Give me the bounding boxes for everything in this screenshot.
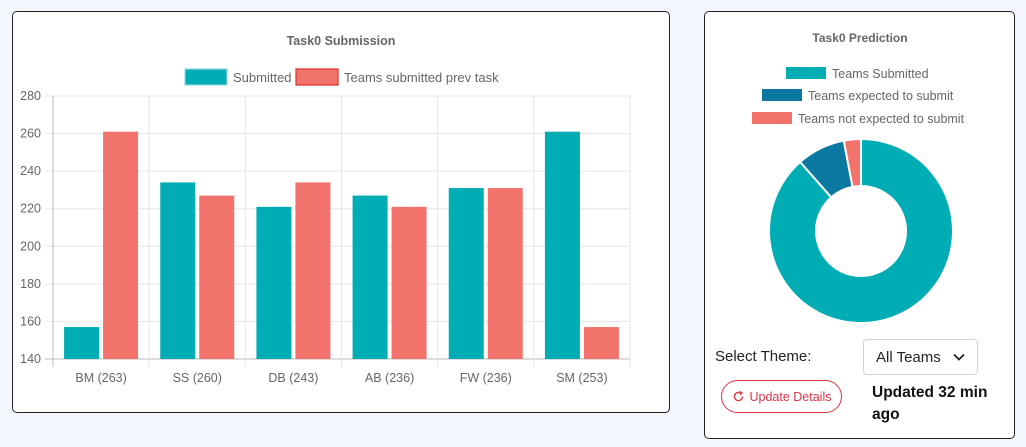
y-tick-label: 240 <box>20 164 41 178</box>
pie-legend-label-3: Teams not expected to submit <box>798 112 965 126</box>
pie-legend-label-1: Teams Submitted <box>832 67 929 81</box>
y-tick-label: 160 <box>20 314 41 328</box>
bar-submitted-3 <box>256 206 292 359</box>
pie-legend-swatch-2 <box>762 89 802 101</box>
x-tick-label: AB (236) <box>365 371 414 385</box>
x-tick-label: SS (260) <box>173 371 222 385</box>
select-theme-label: Select Theme: <box>715 348 812 365</box>
prediction-title: Task0 Prediction <box>812 31 907 45</box>
y-tick-label: 180 <box>20 277 41 291</box>
pie-legend-swatch-3 <box>752 112 792 124</box>
bar-prev-1 <box>103 131 139 359</box>
submission-chart: Task0 Submission Submitted Teams submitted… <box>20 34 631 385</box>
prediction-card: Task0 Prediction Teams Submitted Teams exp… <box>704 11 1015 439</box>
update-details-button[interactable]: Update Details <box>721 380 842 413</box>
legend-swatch-1 <box>184 68 228 86</box>
pie-slice-3 <box>842 137 862 188</box>
updated-status: Updated 32 min ago <box>872 384 988 423</box>
y-tick-label: 280 <box>20 89 41 103</box>
pie-slice-1 <box>768 137 954 324</box>
bar-submitted-5 <box>448 188 484 359</box>
x-tick-label: BM (263) <box>75 371 126 385</box>
legend-swatch-2 <box>295 68 339 86</box>
y-tick-label: 220 <box>20 202 41 216</box>
y-tick-label: 140 <box>20 352 41 366</box>
bar-submitted-2 <box>160 182 196 359</box>
y-tick-label: 200 <box>20 239 41 253</box>
chart-title: Task0 Submission <box>287 34 396 48</box>
chevron-down-icon <box>953 353 965 361</box>
bar-prev-2 <box>199 195 235 359</box>
refresh-icon <box>733 390 743 402</box>
pie-legend-label-2: Teams expected to submit <box>808 89 954 103</box>
y-tick-label: 260 <box>20 127 41 141</box>
bar-submitted-4 <box>352 195 388 359</box>
update-details-label: Update Details <box>749 389 832 404</box>
legend-label-2: Teams submitted prev task <box>344 70 499 85</box>
submission-card: Task0 Submission Submitted Teams submitted… <box>12 11 670 413</box>
bar-prev-3 <box>295 182 331 359</box>
bar-prev-4 <box>391 206 427 359</box>
x-tick-label: SM (253) <box>556 371 607 385</box>
x-tick-label: DB (243) <box>268 371 318 385</box>
legend-label-1: Submitted <box>233 70 292 85</box>
bar-prev-5 <box>487 188 523 359</box>
pie-legend-swatch-1 <box>786 67 826 79</box>
bar-prev-6 <box>583 327 619 359</box>
bar-submitted-1 <box>64 327 100 359</box>
theme-select-value: All Teams <box>876 348 941 366</box>
x-tick-label: FW (236) <box>460 371 512 385</box>
prediction-chart: Task0 Prediction Teams Submitted Teams exp… <box>752 31 965 324</box>
bar-submitted-6 <box>544 131 580 359</box>
theme-select[interactable]: All Teams <box>863 339 978 375</box>
